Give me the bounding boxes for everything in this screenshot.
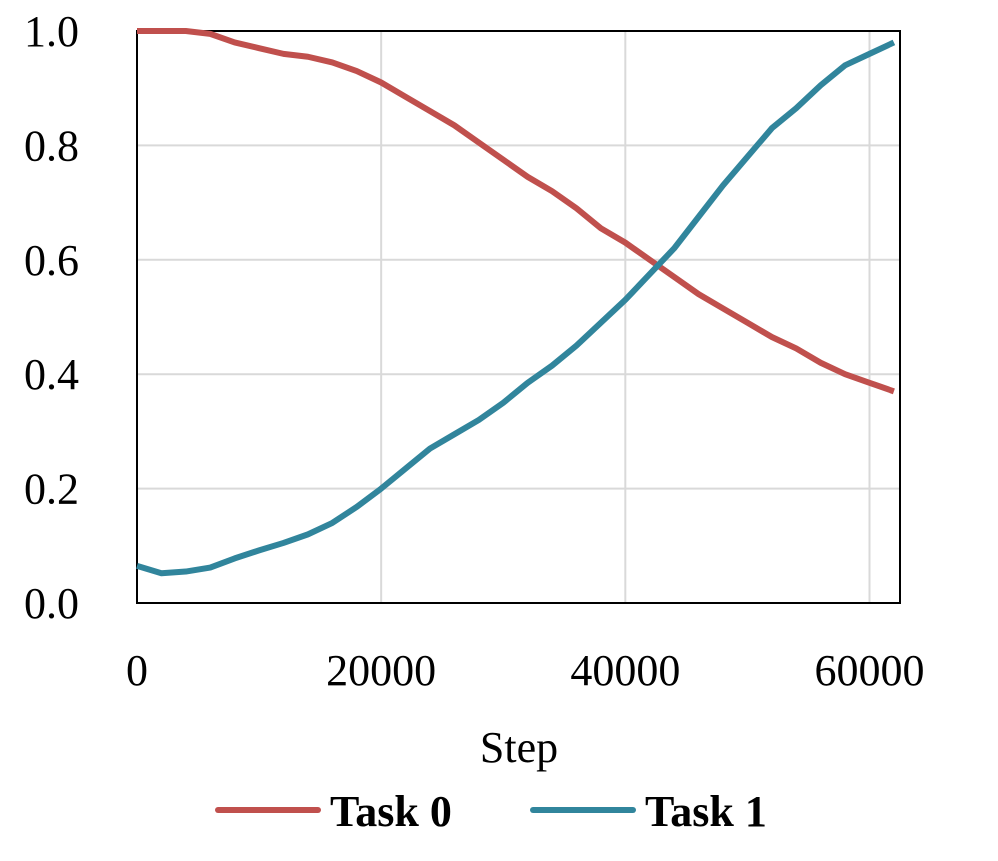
x-axis-title: Step: [480, 723, 558, 772]
x-tick-label: 60000: [814, 646, 924, 695]
y-tick-label: 1.0: [24, 7, 79, 56]
y-tick-label: 0.8: [24, 121, 79, 170]
data-line: [137, 28, 895, 395]
y-tick-label: 0.6: [24, 236, 79, 285]
y-tick-label: 0.2: [24, 465, 79, 514]
x-tick-label: 20000: [326, 646, 436, 695]
plot-frame: [136, 30, 901, 604]
y-tick-label: 0.4: [24, 350, 79, 399]
y-tick-label: 0.0: [24, 579, 79, 628]
data-line: [136, 39, 896, 577]
x-tick-label: 0: [126, 646, 148, 695]
x-tick-label: 40000: [570, 646, 680, 695]
legend-label: Task 1: [645, 787, 767, 836]
legend-label: Task 0: [330, 787, 452, 836]
